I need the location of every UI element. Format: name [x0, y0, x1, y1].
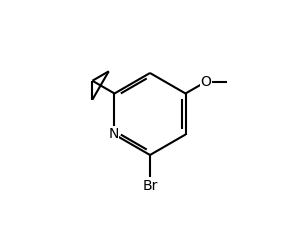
Text: N: N: [108, 127, 118, 141]
Text: Br: Br: [142, 178, 158, 192]
Text: O: O: [200, 75, 211, 89]
